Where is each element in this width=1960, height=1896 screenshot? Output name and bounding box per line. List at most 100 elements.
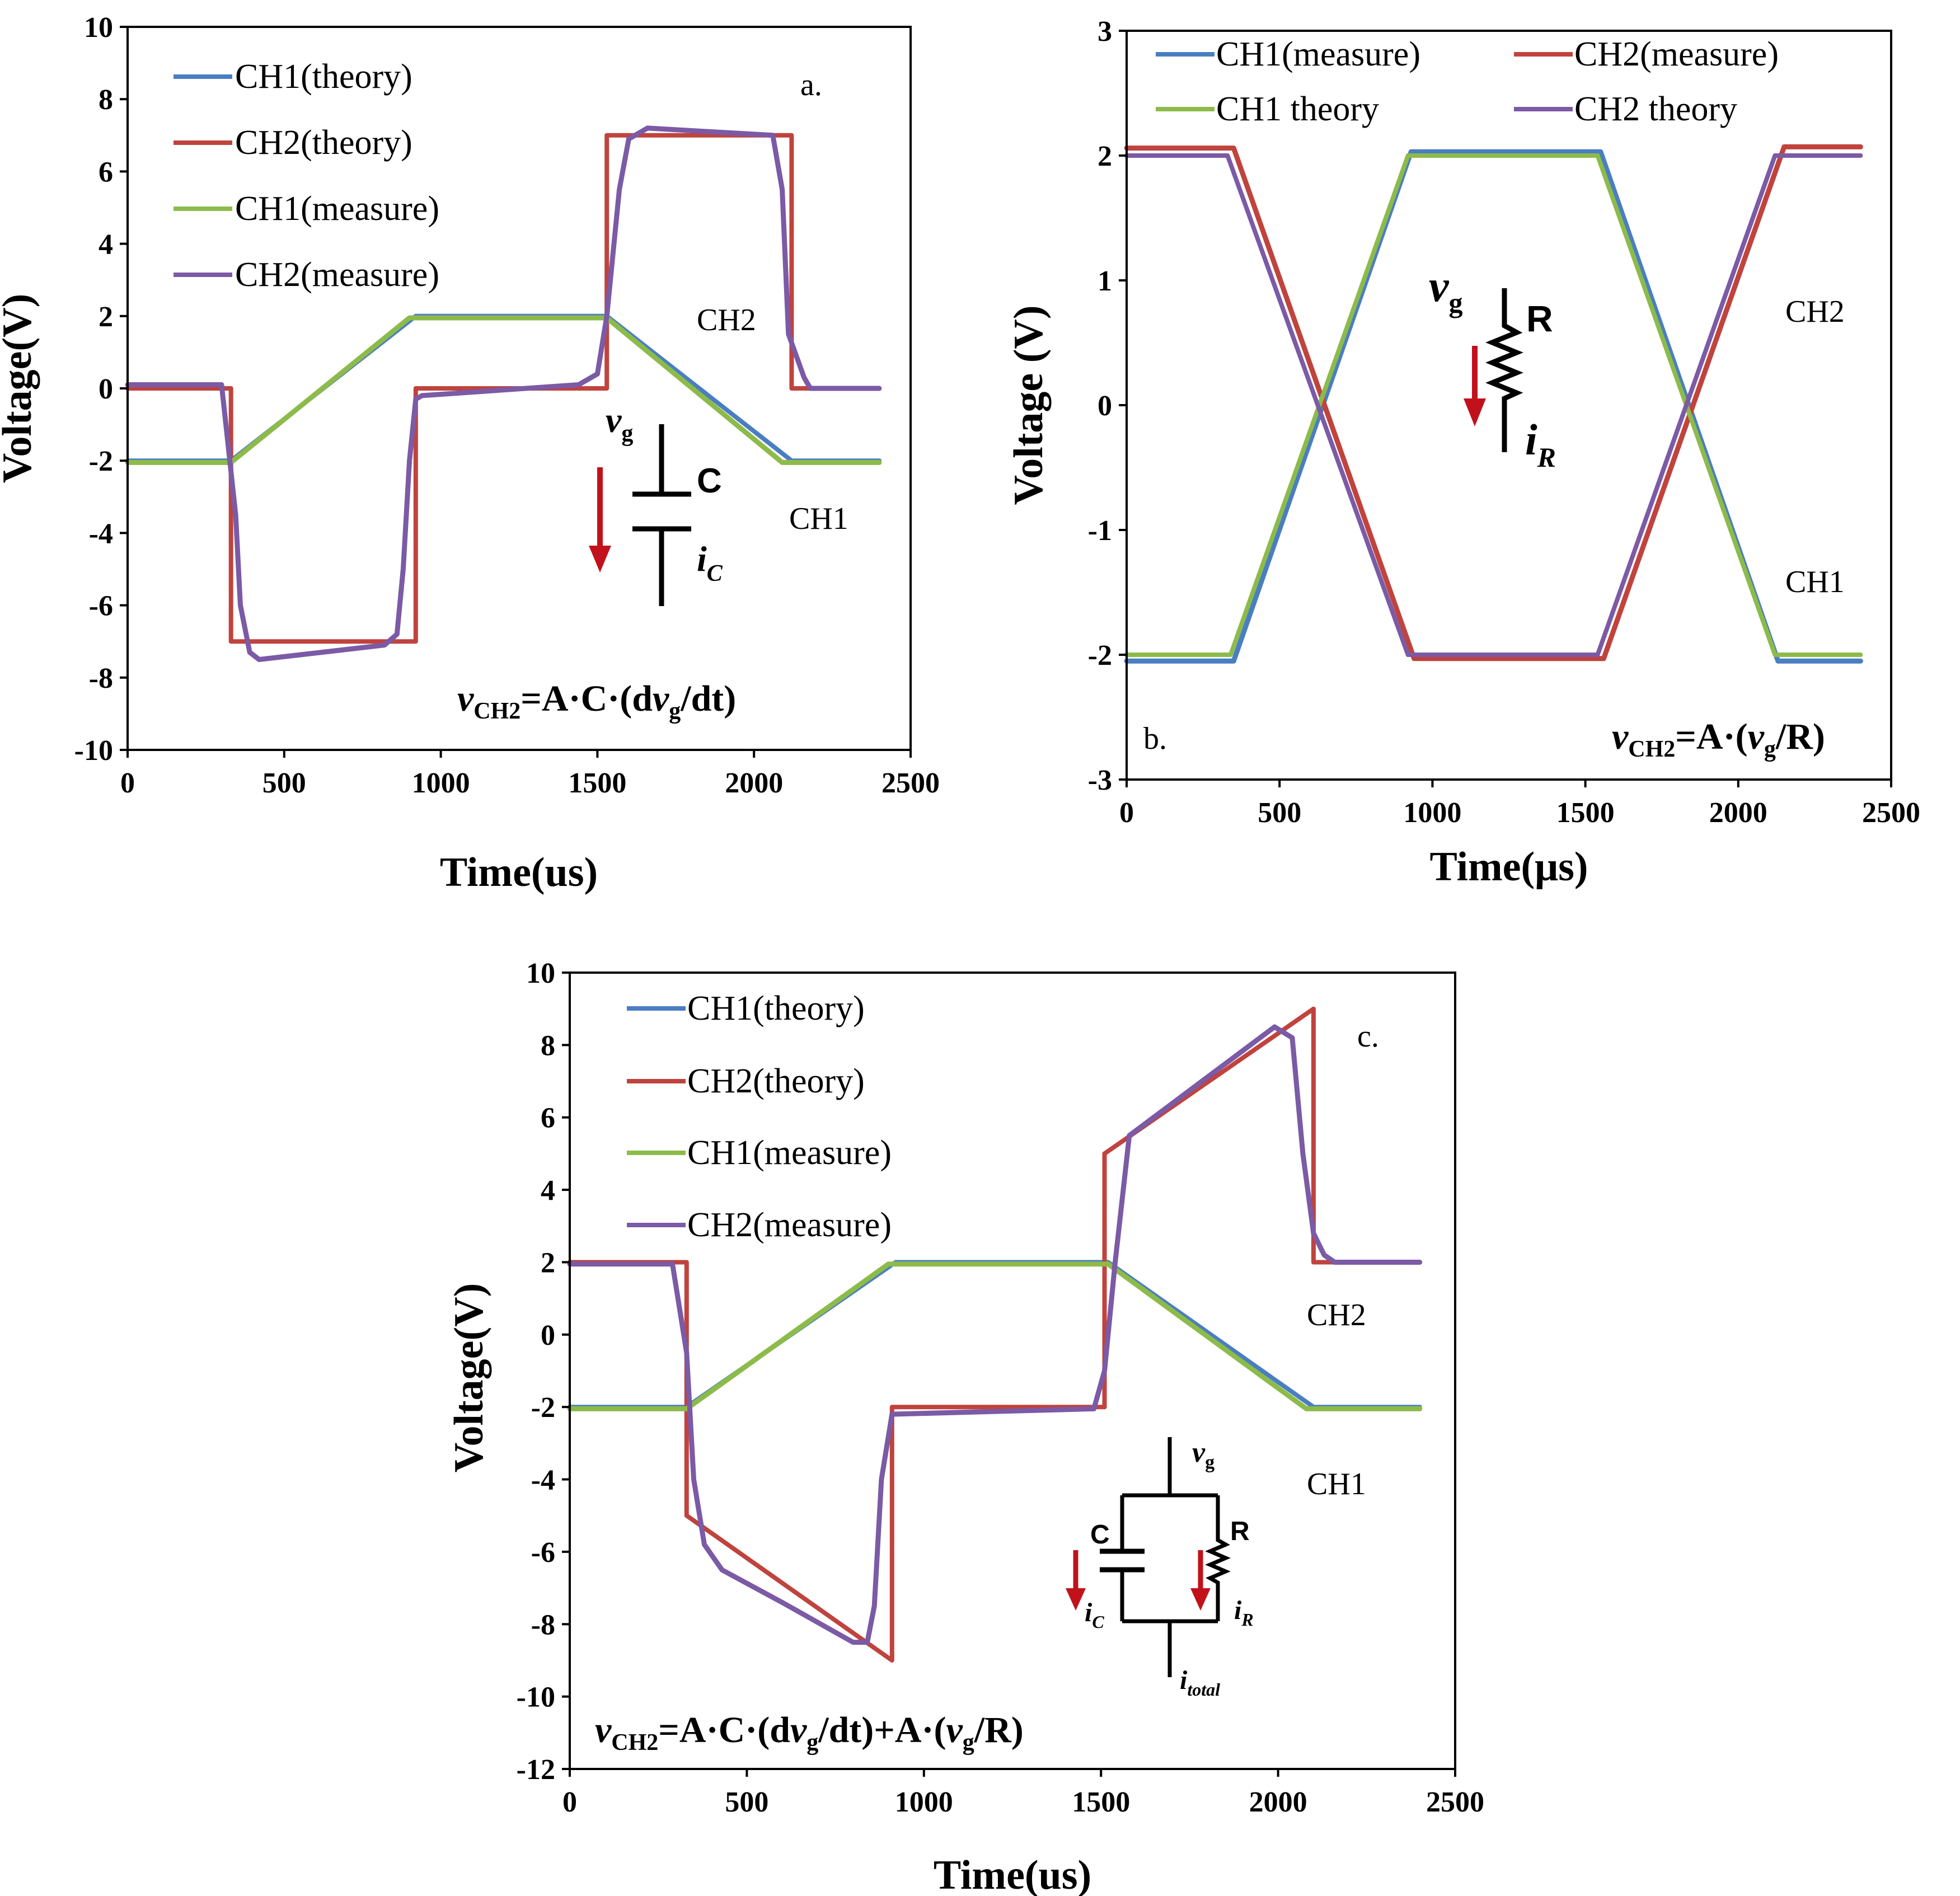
annotation-ch1: CH1 — [1785, 565, 1845, 599]
capacitor-label: C — [1090, 1520, 1110, 1550]
panel-a-chart: 0 500 1000 1500 2000 2500 -10 -8 -6 -4 -2 0 2 4 6 8 10 T… — [0, 12, 940, 895]
y-tick-label: -4 — [89, 518, 113, 550]
x-tick-label: 1000 — [895, 1786, 953, 1818]
resistor-label: R — [1526, 298, 1553, 339]
y-tick-label: 4 — [99, 229, 113, 261]
source-symbol: vg — [606, 400, 633, 447]
legend-label: CH1(measure) — [687, 1134, 892, 1172]
panel-label: a. — [800, 68, 822, 102]
y-tick-label: -2 — [531, 1392, 555, 1424]
current-arrow — [589, 467, 611, 572]
series-line-ch1-measure — [125, 315, 882, 465]
x-tick-label: 0 — [562, 1786, 577, 1818]
legend-label: CH2(theory) — [235, 124, 412, 162]
y-tick-label: 0 — [1098, 390, 1112, 422]
y-tick-label: 0 — [541, 1320, 555, 1351]
annotation-ch1: CH1 — [1307, 1467, 1366, 1501]
current-symbol: iR — [1525, 415, 1556, 473]
x-tick-label: 1500 — [1072, 1786, 1130, 1818]
series-group-a — [125, 125, 882, 662]
series-group-b — [1124, 144, 1863, 664]
y-tick-label: 4 — [541, 1175, 555, 1207]
annotation-ch2: CH2 — [1307, 1298, 1366, 1332]
legend-label: CH2(theory) — [687, 1062, 865, 1100]
x-axis-label: Time(μs) — [1429, 844, 1588, 890]
series-line-ch2-measure — [125, 125, 882, 662]
x-tick-label: 500 — [262, 767, 306, 799]
y-tick-label: 6 — [99, 156, 113, 188]
legend: CH1(theory) CH2(theory) CH1(measure) CH2… — [174, 58, 439, 294]
series-line-ch1-theory — [1124, 153, 1863, 657]
x-tick-label: 2500 — [1426, 1786, 1484, 1818]
panel-label: c. — [1357, 1019, 1379, 1054]
x-tick-label: 0 — [1119, 797, 1134, 829]
source-symbol: vg — [1192, 1437, 1215, 1473]
series-line-ch2-theory — [568, 1006, 1422, 1663]
x-tick-label: 500 — [1258, 797, 1301, 829]
y-tick-label: 0 — [99, 373, 113, 405]
legend: CH1(theory) CH2(theory) CH1(measure) CH2… — [627, 989, 892, 1244]
series-line-ch2-theory — [1124, 153, 1863, 657]
current-arrow-r — [1190, 1550, 1211, 1611]
y-tick-label: 2 — [1098, 140, 1112, 172]
y-axis-label: Voltage(V) — [446, 1283, 492, 1472]
y-tick-label: 2 — [541, 1247, 555, 1279]
resistor-label: R — [1230, 1517, 1250, 1546]
x-axis-label: Time(us) — [934, 1852, 1091, 1896]
y-tick-label: -3 — [1088, 764, 1112, 796]
legend-label: CH2 theory — [1574, 90, 1737, 128]
y-tick-label: -2 — [1088, 640, 1112, 672]
y-tick-label: -1 — [1088, 515, 1112, 547]
y-tick-label: -8 — [531, 1609, 555, 1641]
y-tick-label: -10 — [74, 735, 113, 767]
equation: vCH2=A·(vg/R) — [1612, 716, 1825, 762]
series-line-ch1-measure — [567, 1261, 1423, 1411]
x-tick-label: 2000 — [1709, 797, 1767, 829]
y-tick-label: -6 — [89, 590, 113, 622]
series-line-ch1-theory — [568, 1260, 1422, 1410]
legend-label: CH1(theory) — [687, 989, 865, 1027]
x-tick-label: 1000 — [1403, 797, 1461, 829]
legend-label: CH1 theory — [1216, 90, 1379, 128]
annotation-ch2: CH2 — [697, 303, 756, 337]
y-tick-label: -4 — [531, 1465, 555, 1496]
x-tick-label: 1500 — [568, 767, 626, 799]
annotation-ch1: CH1 — [789, 501, 848, 536]
parallel-rc-inset: vg C R iC iR itotal — [1066, 1437, 1254, 1700]
y-tick-label: 2 — [99, 301, 113, 333]
x-tick-label: 0 — [120, 767, 135, 799]
panel-c-chart: 0 500 1000 1500 2000 2500 -12 -10 -8 -6 -4 -2 0 2 4 6 8 1… — [446, 958, 1484, 1896]
panel-label: b. — [1143, 721, 1167, 756]
current-arrow-c — [1066, 1550, 1086, 1611]
x-tick-label: 2500 — [1862, 797, 1920, 829]
x-tick-label: 1000 — [412, 767, 470, 799]
resistor-inset: vg R iR — [1429, 262, 1556, 473]
annotation-ch2: CH2 — [1785, 294, 1845, 329]
equation: vCH2=A·C·(dvg/dt) — [457, 678, 736, 724]
y-tick-label: 10 — [526, 958, 555, 989]
x-tick-label: 500 — [725, 1786, 768, 1818]
y-tick-label: 1 — [1098, 265, 1112, 297]
current-symbol-total: itotal — [1180, 1665, 1220, 1700]
current-symbol: iC — [697, 539, 723, 586]
resistor-symbol — [1485, 288, 1523, 452]
current-arrow — [1464, 346, 1486, 426]
y-axis-label: Voltage (V) — [1006, 306, 1052, 505]
plot-area-frame — [569, 972, 1456, 1770]
capacitor-inset: vg C iC — [589, 400, 723, 606]
x-tick-label: 2500 — [881, 767, 940, 799]
y-tick-label: -2 — [89, 445, 113, 477]
x-tick-label: 2000 — [1249, 1786, 1307, 1818]
equation: vCH2=A·C·(dvg/dt)+A·(vg/R) — [595, 1710, 1024, 1756]
x-axis-label: Time(us) — [440, 850, 598, 895]
x-tick-label: 1500 — [1556, 797, 1615, 829]
y-tick-label: -8 — [89, 663, 113, 694]
legend-label: CH2(measure) — [235, 256, 439, 294]
y-tick-label: 8 — [99, 84, 113, 116]
y-tick-label: 3 — [1098, 16, 1112, 48]
series-line-ch2-measure — [567, 1024, 1423, 1645]
y-tick-label: 6 — [541, 1102, 555, 1134]
legend: CH1(measure) CH2(measure) CH1 theory CH2… — [1156, 35, 1779, 128]
